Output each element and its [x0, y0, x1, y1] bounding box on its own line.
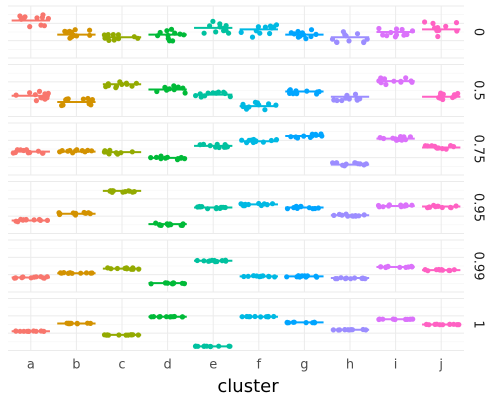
x-tick-label: g: [300, 358, 308, 373]
data-point: [106, 37, 112, 44]
data-point: [67, 35, 73, 41]
data-point: [308, 27, 315, 33]
x-tick-label: i: [394, 358, 398, 373]
data-point: [182, 90, 188, 96]
facet-panel-2: 0.75: [8, 122, 486, 176]
x-tick-label: f: [257, 358, 262, 373]
data-point: [271, 24, 277, 30]
data-point: [303, 36, 309, 42]
data-point: [168, 26, 175, 32]
facet-strip-label: 0: [471, 28, 486, 36]
data-point: [331, 97, 337, 103]
x-axis-tick-labels: a b c d e f g h i j: [27, 358, 443, 373]
data-point: [223, 27, 229, 33]
data-point: [249, 34, 256, 40]
data-point: [440, 91, 446, 97]
data-point: [262, 107, 268, 113]
data-point: [453, 20, 460, 26]
facet-panels: 0 0.5 0.75 0.95 0.99 1: [8, 5, 486, 351]
data-point: [59, 102, 65, 109]
data-point: [27, 90, 33, 96]
data-point: [339, 97, 345, 104]
data-point: [430, 20, 436, 26]
data-point: [72, 27, 78, 33]
data-point: [117, 79, 123, 85]
data-point: [354, 31, 361, 37]
facet-panel-5: 1: [8, 298, 486, 351]
data-point: [210, 18, 216, 24]
data-point: [64, 96, 70, 102]
data-point: [392, 34, 398, 40]
data-point: [165, 35, 171, 42]
data-point: [201, 30, 207, 36]
data-point: [34, 15, 40, 21]
facet-strip-label: 0.5: [471, 80, 486, 101]
data-point: [255, 24, 261, 30]
data-point: [215, 89, 222, 95]
data-point: [22, 14, 28, 20]
x-tick-label: d: [163, 358, 171, 373]
x-tick-label: e: [209, 358, 217, 373]
data-point: [352, 91, 359, 97]
data-point: [443, 23, 449, 29]
data-point: [40, 12, 46, 18]
data-point: [422, 19, 428, 25]
data-point: [27, 24, 33, 30]
facet-strip-label: 1: [471, 320, 486, 328]
data-point: [80, 96, 86, 102]
data-point: [170, 38, 176, 44]
facet-strip-label: 0.75: [471, 135, 486, 164]
data-point: [113, 85, 119, 91]
data-point: [267, 30, 273, 37]
data-point: [213, 29, 219, 35]
data-point: [38, 22, 44, 28]
data-point: [36, 88, 43, 94]
data-point: [33, 98, 40, 104]
data-point: [254, 100, 260, 106]
x-tick-label: h: [346, 358, 354, 373]
data-point: [435, 33, 441, 40]
facet-strip-label: 0.95: [471, 193, 486, 222]
facet-panel-0: 0: [8, 5, 486, 59]
data-point: [393, 26, 400, 32]
data-point: [380, 32, 386, 38]
data-point: [67, 28, 73, 34]
data-point: [295, 28, 301, 35]
data-point: [455, 90, 461, 97]
data-point: [110, 31, 116, 38]
data-point: [295, 34, 301, 40]
data-point: [384, 33, 390, 39]
data-point: [238, 29, 244, 35]
data-point: [376, 25, 382, 32]
data-point: [361, 39, 367, 46]
facet-panel-4: 0.99: [8, 239, 486, 293]
x-tick-label: a: [27, 358, 35, 373]
data-point: [115, 32, 121, 38]
x-axis-title: cluster: [217, 376, 279, 397]
data-point: [334, 39, 340, 45]
x-tick-label: b: [72, 358, 80, 373]
facet-panel-1: 0.5: [8, 64, 486, 117]
data-point: [340, 29, 346, 35]
x-tick-label: j: [438, 358, 443, 373]
data-point: [383, 81, 389, 88]
data-point: [85, 95, 91, 102]
data-point: [346, 38, 352, 44]
data-point: [164, 28, 170, 34]
data-point: [381, 76, 388, 82]
x-tick-label: c: [118, 358, 125, 373]
data-point: [257, 30, 263, 36]
data-point: [87, 27, 93, 33]
data-point: [404, 31, 410, 38]
data-point: [403, 75, 409, 81]
data-point: [111, 37, 117, 43]
data-point: [399, 26, 405, 33]
facet-strip-label: 0.99: [471, 252, 486, 281]
facet-panel-3: 0.95: [8, 181, 486, 234]
